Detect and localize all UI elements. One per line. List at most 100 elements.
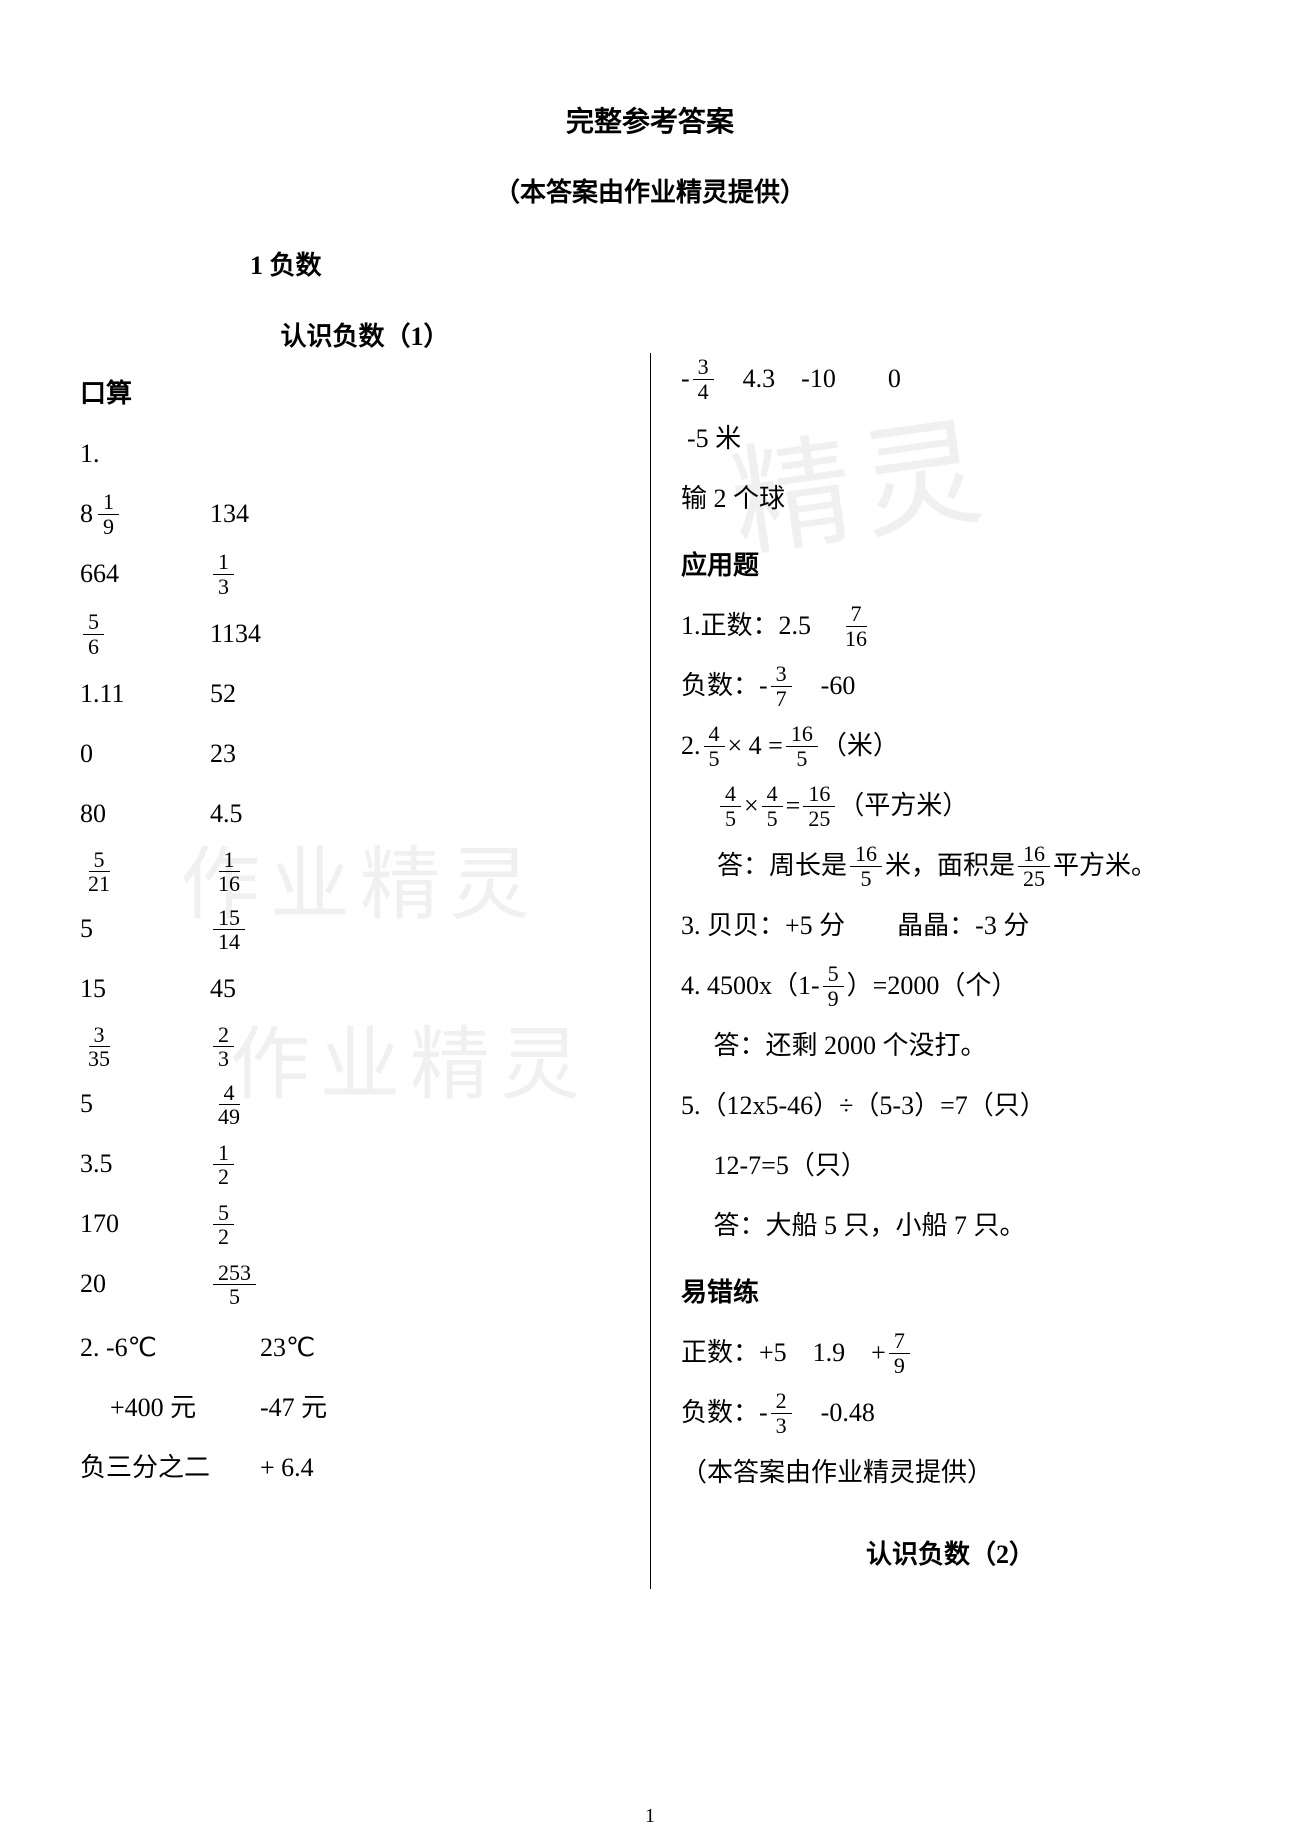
- calc-row: 804.5: [80, 788, 620, 840]
- calc-cell: 15: [80, 963, 210, 1015]
- pre: 负数：-: [681, 1387, 768, 1439]
- app4-eq: 4. 4500x（1- 59 ）=2000（个）: [681, 960, 1220, 1012]
- suf: -0.48: [795, 1387, 875, 1439]
- q2-row2: +400 元 -47 元: [80, 1382, 620, 1434]
- calc-row: 202535: [80, 1258, 620, 1310]
- q2-row3: 负三分之二 + 6.4: [80, 1442, 620, 1494]
- app2-eq2: 45 × 45 = 1625 （平方米）: [681, 780, 1220, 832]
- calc-cell: 20: [80, 1258, 210, 1310]
- calc-row: 3.512: [80, 1138, 620, 1190]
- q2-val: 23℃: [260, 1322, 315, 1374]
- page: 完整参考答案 （本答案由作业精灵提供） 1 负数 认识负数（1） 口算 1. 8…: [0, 0, 1300, 1629]
- calc-row: 023: [80, 728, 620, 780]
- err-pos: 正数：+5 1.9 + 79: [681, 1327, 1220, 1379]
- label: 负数：-: [681, 660, 768, 712]
- calc-cell: 80: [80, 788, 210, 840]
- label: 2.: [681, 720, 701, 772]
- calc-cell: 116: [210, 848, 248, 895]
- fraction: 23: [771, 1389, 792, 1436]
- fraction: 59: [823, 962, 844, 1009]
- fraction: 1625: [803, 782, 835, 829]
- calc-cell: 664: [80, 548, 210, 600]
- app4-ans: 答：还剩 2000 个没打。: [681, 1020, 1220, 1072]
- calc-row: 561134: [80, 608, 620, 660]
- calc-cell: 3.5: [80, 1138, 210, 1190]
- calc-cell: 52: [210, 1201, 237, 1248]
- kousuan-heading: 口算: [80, 373, 620, 410]
- section-title: 认识负数（1）: [80, 316, 650, 353]
- calc-cell: 23: [210, 728, 236, 780]
- calc-row: 1.1152: [80, 668, 620, 720]
- fraction: 1625: [1018, 842, 1050, 889]
- app1-neg: 负数：- 37 -60: [681, 660, 1220, 712]
- top-line-3: 输 2 个球: [681, 473, 1220, 525]
- minus-sign: -: [681, 353, 690, 405]
- calc-cell: 1514: [210, 906, 248, 953]
- label: 1.正数：2.5: [681, 600, 837, 652]
- calc-row: 51514: [80, 903, 620, 955]
- app3: 3. 贝贝：+5 分 晶晶：-3 分: [681, 900, 1220, 952]
- calc-row: 17052: [80, 1198, 620, 1250]
- page-number: 1: [645, 1805, 655, 1828]
- calc-row: 521116: [80, 848, 620, 895]
- q2-a: 负三分之二: [80, 1442, 260, 1494]
- calc-cell: 56: [80, 610, 210, 657]
- app5-2: 12-7=5（只）: [681, 1140, 1220, 1192]
- calc-row: 33523: [80, 1023, 620, 1070]
- suf: 平方米。: [1053, 840, 1157, 892]
- app2-eq1: 2. 45 × 4 = 165 （米）: [681, 720, 1220, 772]
- q2-b: + 6.4: [260, 1442, 314, 1494]
- right-column: - 34 4.3 -10 0 -5 米 输 2 个球 应用题 1.正数：2.5 …: [650, 353, 1220, 1589]
- eq: =: [786, 780, 801, 832]
- unit: （米）: [821, 720, 899, 772]
- q2-a: +400 元: [80, 1382, 260, 1434]
- sub-title: （本答案由作业精灵提供）: [80, 172, 1220, 209]
- calc-cell: 45: [210, 963, 236, 1015]
- app-heading: 应用题: [681, 545, 1220, 582]
- calc-cell: 52: [210, 668, 236, 720]
- fraction: 165: [786, 722, 818, 769]
- pre: 正数：+5 1.9 +: [681, 1327, 886, 1379]
- calc-cell: 5: [80, 903, 210, 955]
- fraction: 79: [889, 1329, 910, 1376]
- left-column: 口算 1. 819134664135611341.1152023804.5521…: [80, 353, 650, 1589]
- calc-cell: 2535: [210, 1261, 259, 1308]
- calc-cell: 819: [80, 488, 210, 540]
- fraction: 45: [704, 722, 725, 769]
- pre: 4. 4500x（1-: [681, 960, 820, 1012]
- calc-cell: 449: [210, 1081, 248, 1128]
- q2-label: 2. -6℃: [80, 1322, 260, 1374]
- page-headers: 完整参考答案 （本答案由作业精灵提供）: [80, 100, 1220, 209]
- calc-cell: 4.5: [210, 788, 243, 840]
- calc-cell: 521: [80, 848, 210, 895]
- calc-cell: 170: [80, 1198, 210, 1250]
- top-line-1: - 34 4.3 -10 0: [681, 353, 1220, 405]
- app1-pos: 1.正数：2.5 716: [681, 600, 1220, 652]
- app2-ans: 答：周长是 165 米，面积是 1625 平方米。: [681, 840, 1220, 892]
- app5-1: 5.（12x5-46）÷（5-3）=7（只）: [681, 1080, 1220, 1132]
- next-section: 认识负数（2）: [681, 1529, 1220, 1581]
- fraction: 34: [693, 355, 714, 402]
- q2-b: -47 元: [260, 1382, 327, 1434]
- err-neg: 负数：- 23 -0.48: [681, 1387, 1220, 1439]
- calc-rows: 819134664135611341.1152023804.5521116515…: [80, 488, 620, 1310]
- fraction: 716: [840, 602, 872, 649]
- mid: 米，面积是: [885, 840, 1015, 892]
- unit: （平方米）: [838, 780, 968, 832]
- rest: -60: [795, 660, 856, 712]
- calc-cell: 1.11: [80, 668, 210, 720]
- calc-cell: 1134: [210, 608, 261, 660]
- chapter-title: 1 负数: [250, 245, 1220, 282]
- calc-cell: 134: [210, 488, 249, 540]
- calc-cell: 0: [80, 728, 210, 780]
- fraction: 45: [720, 782, 741, 829]
- calc-cell: 23: [210, 1023, 237, 1070]
- top-line-2: -5 米: [681, 413, 1220, 465]
- mid: × 4 =: [728, 720, 783, 772]
- suf: ）=2000（个）: [847, 960, 1018, 1012]
- calc-row: 819134: [80, 488, 620, 540]
- calc-row: 5449: [80, 1078, 620, 1130]
- calc-cell: 5: [80, 1078, 210, 1130]
- app5-3: 答：大船 5 只，小船 7 只。: [681, 1200, 1220, 1252]
- pre: 答：周长是: [717, 840, 847, 892]
